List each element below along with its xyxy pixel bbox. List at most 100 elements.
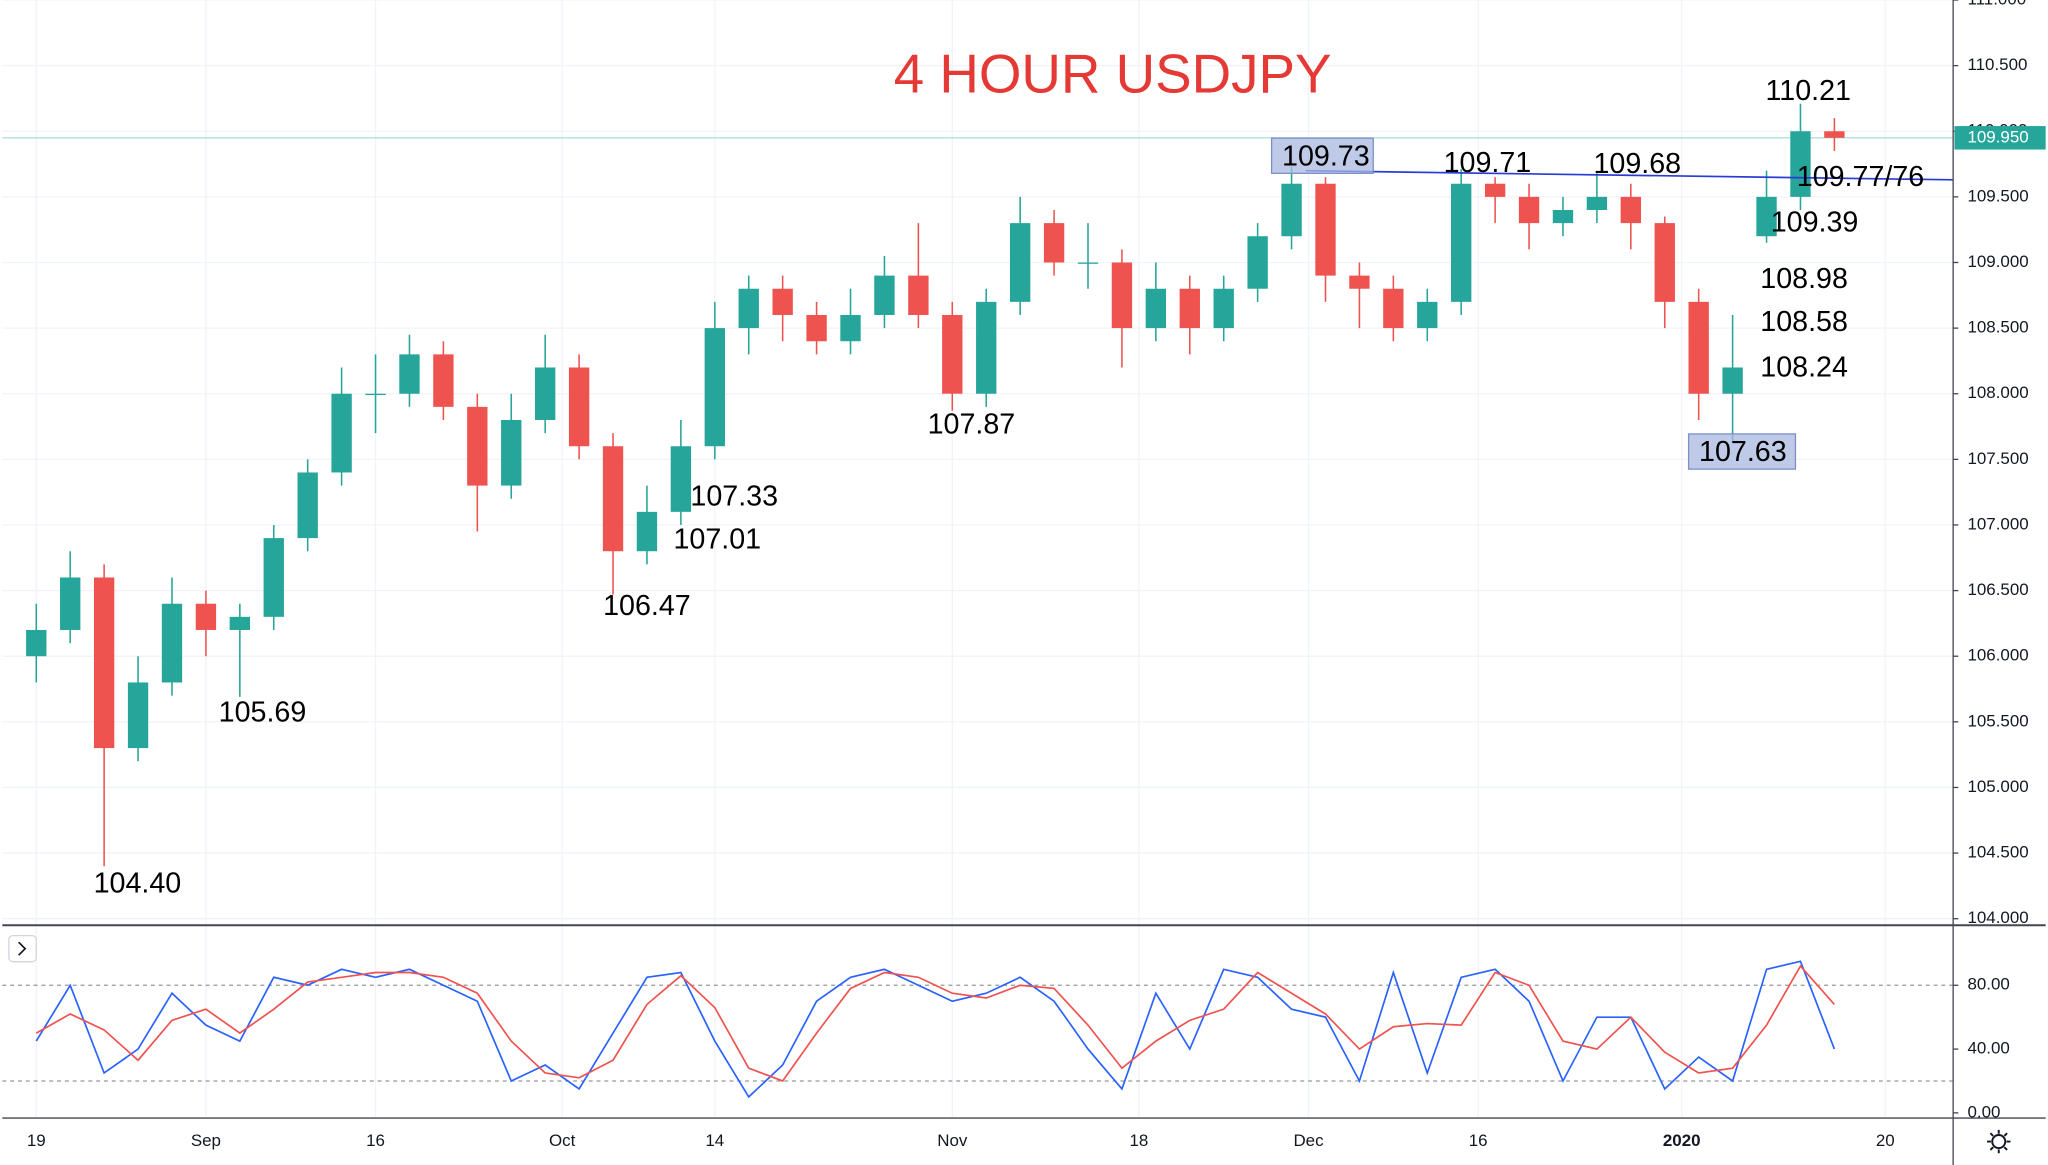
- candle-body: [399, 354, 420, 394]
- candle-body: [636, 511, 658, 552]
- annotation: 104.40: [94, 867, 182, 899]
- candle-body: [806, 314, 827, 342]
- x-tick-label: Dec: [1293, 1131, 1324, 1150]
- gear-teeth[interactable]: [1987, 1129, 2011, 1154]
- annotation-box: [1687, 433, 1797, 470]
- annotation: 107.33: [690, 480, 778, 512]
- candle-body: [1179, 288, 1200, 329]
- candle-body: [670, 446, 692, 512]
- candle-body: [1688, 301, 1709, 394]
- x-tick-label: Nov: [937, 1131, 968, 1150]
- button-chevron[interactable]: [18, 941, 27, 956]
- y-tick-label: 106.500: [1967, 580, 2028, 599]
- annotation-box: [1270, 137, 1374, 174]
- annotation: 110.21: [1765, 75, 1851, 107]
- candle-body: [365, 393, 386, 396]
- candle-body: [1756, 196, 1777, 237]
- candle-body: [1790, 131, 1811, 197]
- annotation: 108.24: [1760, 351, 1848, 383]
- y-tick-label: 105.000: [1967, 777, 2028, 796]
- annotation: 108.58: [1760, 306, 1848, 338]
- gear-ring[interactable]: [1991, 1134, 2007, 1150]
- candle-body: [568, 367, 590, 447]
- candle-body: [772, 288, 793, 315]
- annotation: 107.63: [1699, 436, 1787, 468]
- x-tick-label: 18: [1129, 1131, 1148, 1150]
- candle-body: [874, 275, 895, 315]
- y-tick-label: 110.500: [1967, 55, 2027, 74]
- candle-body: [263, 538, 284, 617]
- last-price-box: [1954, 126, 2046, 150]
- candle-body: [60, 577, 81, 630]
- candle-body: [1247, 236, 1268, 289]
- candle-body: [195, 603, 217, 630]
- osc-tick-label: 40.00: [1967, 1039, 2009, 1058]
- candle-body: [1077, 262, 1099, 264]
- chart-title: 4 HOUR USDJPY: [894, 43, 1332, 105]
- candle-body: [1383, 288, 1404, 329]
- annotation: 109.73: [1282, 140, 1370, 172]
- annotation: 106.47: [603, 590, 691, 622]
- candle-body: [1281, 183, 1302, 237]
- candle-body: [1586, 196, 1608, 210]
- candle-body: [26, 629, 47, 657]
- candle-body: [1009, 223, 1031, 302]
- y-tick-label: 105.500: [1967, 711, 2028, 730]
- candle-body: [1417, 301, 1438, 329]
- candle-body: [1213, 288, 1234, 329]
- annotation: 107.87: [928, 409, 1016, 441]
- candle-body: [161, 603, 183, 683]
- annotation: 107.01: [673, 523, 761, 555]
- settings-button[interactable]: [1987, 1129, 2011, 1154]
- candle-body: [1518, 196, 1540, 224]
- candle-body: [501, 419, 522, 486]
- x-tick-label: 16: [1469, 1131, 1488, 1150]
- candle-body: [331, 393, 352, 473]
- candle-body: [976, 301, 997, 394]
- y-tick-label: 109.000: [1967, 252, 2028, 271]
- candle-body: [1145, 288, 1167, 329]
- last-price-label: 109.950: [1967, 127, 2028, 146]
- button-frame[interactable]: [8, 934, 37, 963]
- x-tick-label: Oct: [549, 1131, 576, 1150]
- candle-body: [467, 406, 488, 486]
- candle-body: [1315, 183, 1336, 276]
- candle-body: [93, 577, 115, 749]
- candle-body: [1043, 223, 1065, 263]
- candle-body: [704, 328, 725, 447]
- x-tick-label: 14: [705, 1131, 724, 1150]
- oscillator: [2, 960, 1954, 1099]
- x-tick-label: 2020: [1663, 1131, 1701, 1150]
- candle-body: [840, 314, 861, 342]
- y-tick-label: 104.000: [1967, 908, 2028, 927]
- candle-body: [942, 314, 963, 394]
- candle-body: [738, 288, 759, 329]
- candle-body: [1654, 223, 1675, 302]
- y-tick-label: 108.000: [1967, 383, 2028, 402]
- grid: [2, 0, 1954, 1119]
- candle-body: [1451, 183, 1472, 302]
- candle-body: [534, 367, 556, 420]
- candle-body: [908, 275, 929, 315]
- candle-body: [1349, 275, 1370, 289]
- x-tick-label: Sep: [191, 1131, 221, 1150]
- pane-toggle-button[interactable]: [8, 934, 37, 963]
- candles: [26, 103, 1845, 867]
- candle-body: [229, 616, 251, 630]
- annotation: 109.68: [1593, 148, 1681, 180]
- candle-body: [297, 472, 318, 539]
- osc-tick-label: 80.00: [1967, 975, 2009, 994]
- y-tick-label: 108.500: [1967, 318, 2028, 337]
- candle-body: [1484, 183, 1506, 197]
- annotation: 109.39: [1771, 207, 1859, 239]
- candle-body: [602, 446, 624, 552]
- annotation: 105.69: [219, 697, 307, 729]
- y-tick-label: 107.000: [1967, 514, 2028, 533]
- candle-body: [1824, 131, 1845, 138]
- candle-body: [1552, 209, 1574, 224]
- y-tick-label: 106.000: [1967, 646, 2028, 665]
- labels: 104.000 104.500 105.000 105.500 106.000 106.5…: [27, 0, 2046, 1150]
- x-tick-label: 19: [27, 1131, 46, 1150]
